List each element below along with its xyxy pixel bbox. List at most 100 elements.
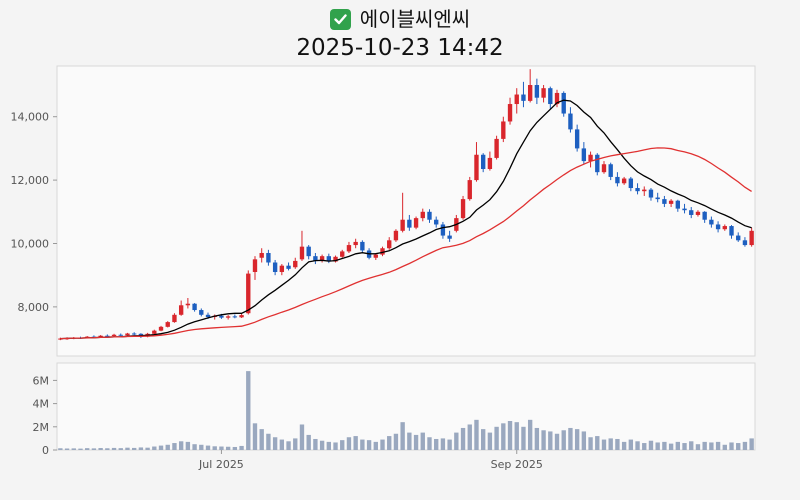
candle <box>380 248 385 255</box>
price-axis-label: 8,000 <box>18 301 50 314</box>
candle <box>420 211 425 219</box>
volume-bar <box>353 436 358 450</box>
candle <box>299 246 305 260</box>
candle <box>447 235 452 239</box>
volume-pane-bg <box>56 362 756 451</box>
candle <box>185 303 191 306</box>
candle <box>501 121 506 139</box>
volume-bar <box>132 447 137 450</box>
candle <box>494 138 499 158</box>
volume-bar <box>642 443 647 450</box>
candle <box>474 154 479 181</box>
volume-bar <box>178 441 184 450</box>
candle <box>742 240 748 246</box>
volume-bar <box>232 446 238 450</box>
price-axis-label: 12,000 <box>11 174 50 187</box>
volume-bar <box>521 426 526 450</box>
volume-bar <box>648 440 654 450</box>
candle <box>467 180 472 200</box>
volume-axis-label: 4M <box>33 398 50 411</box>
volume-bar <box>527 419 533 450</box>
candle <box>111 334 117 337</box>
volume-bar <box>581 431 587 450</box>
candle <box>628 178 634 189</box>
volume-bar <box>387 436 392 450</box>
volume-bar <box>434 438 439 450</box>
price-pane-bg <box>56 65 756 357</box>
volume-bar <box>481 429 486 450</box>
volume-bar <box>366 440 372 450</box>
candle <box>387 240 392 249</box>
volume-bar <box>736 443 741 450</box>
candle <box>98 335 103 337</box>
candle <box>58 338 63 340</box>
ma-long-line <box>60 147 752 340</box>
candle <box>709 219 714 225</box>
candle <box>407 219 412 228</box>
volume-bar <box>252 423 258 450</box>
volume-bar <box>595 436 600 450</box>
candle <box>736 235 741 241</box>
candle <box>749 230 754 246</box>
candle <box>232 316 238 318</box>
volume-bar <box>447 439 452 450</box>
volume-bar <box>172 443 177 450</box>
volume-bar <box>534 427 540 450</box>
volume-bar <box>138 447 144 450</box>
volume-bar <box>272 437 278 450</box>
candle <box>615 176 620 184</box>
volume-bar <box>715 441 721 450</box>
volume-bar <box>635 441 640 450</box>
candle <box>668 200 674 204</box>
volume-bar <box>574 429 580 450</box>
volume-bar <box>427 437 432 450</box>
volume-bar <box>313 438 318 450</box>
checkbox-icon[interactable] <box>329 8 351 30</box>
candle <box>655 197 660 200</box>
volume-bar <box>165 444 170 450</box>
volume-bar <box>729 442 734 450</box>
volume-bar <box>561 430 566 450</box>
candle <box>601 164 607 173</box>
volume-bar <box>219 446 224 450</box>
volume-bar <box>78 448 83 450</box>
volume-bar <box>380 439 385 450</box>
candle <box>246 273 251 314</box>
candle <box>729 226 734 236</box>
volume-bar <box>158 445 164 450</box>
volume-bar <box>507 421 513 450</box>
candle <box>662 199 667 204</box>
volume-bar <box>111 447 117 450</box>
volume-bar <box>615 438 620 450</box>
volume-bar <box>266 433 271 450</box>
candle <box>514 94 519 105</box>
volume-bar <box>212 446 217 450</box>
volume-bar <box>514 422 519 450</box>
candle <box>293 260 298 268</box>
candle <box>581 148 587 162</box>
volume-bar <box>668 443 674 450</box>
candle <box>574 129 580 149</box>
candle <box>178 305 184 315</box>
price-axis-labels: 8,000 10,000 12,000 14,000 <box>11 111 57 314</box>
volume-bar <box>299 424 305 450</box>
volume-bar <box>474 419 479 450</box>
candle <box>434 219 439 225</box>
volume-bar <box>91 448 97 450</box>
volume-bar <box>494 426 499 450</box>
candlestick-volume-chart[interactable]: 8,000 10,000 12,000 14,000 0 2M 4M 6M Jul 2025 Se… <box>0 58 800 500</box>
volume-bar <box>675 441 680 450</box>
candle <box>481 154 486 170</box>
candle <box>534 85 540 98</box>
volume-bar <box>393 433 399 450</box>
volume-bar <box>621 441 627 450</box>
candle <box>259 252 264 258</box>
volume-bar <box>279 439 285 450</box>
candle <box>313 256 318 261</box>
candle <box>105 335 110 337</box>
volume-axis-label: 0 <box>42 444 49 457</box>
candle <box>722 226 727 230</box>
volume-bar <box>373 441 378 450</box>
candle <box>286 265 291 269</box>
volume-bar <box>225 446 231 450</box>
